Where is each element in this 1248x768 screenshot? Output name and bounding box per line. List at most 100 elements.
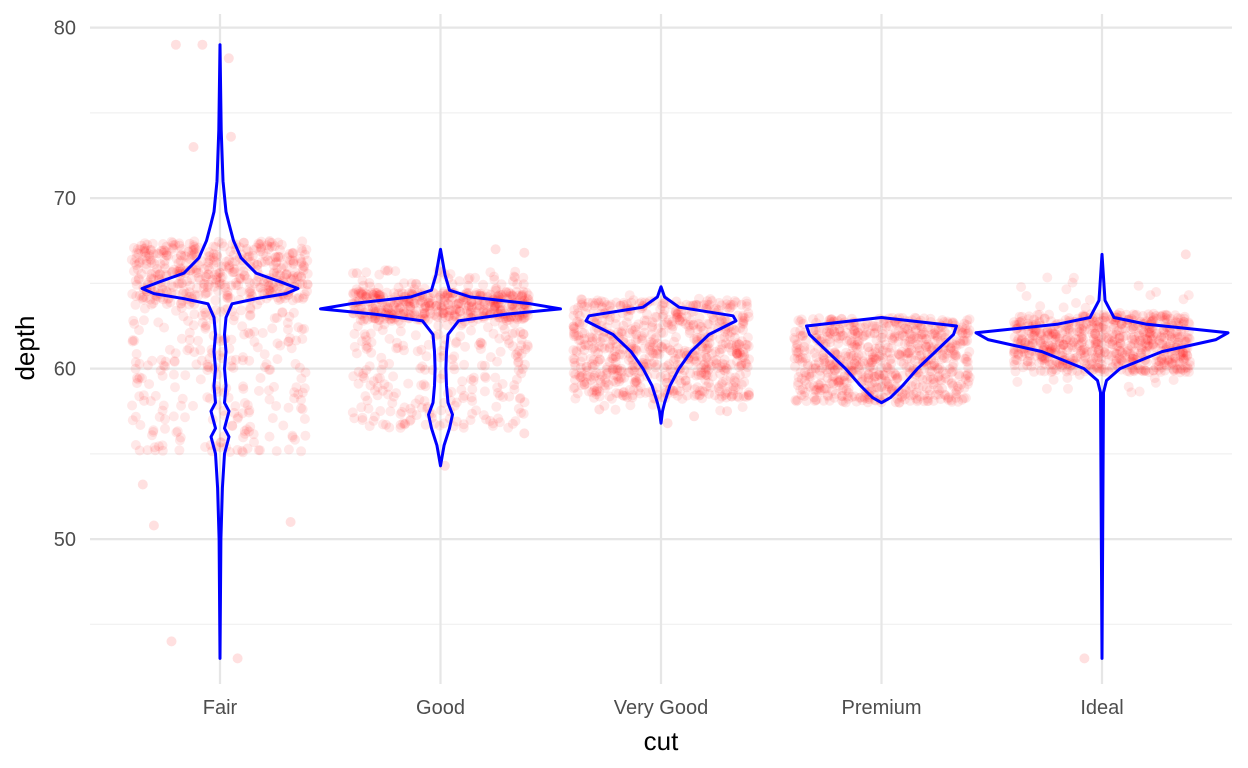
data-point [134, 257, 145, 268]
data-point [914, 345, 925, 356]
data-point [698, 325, 709, 336]
data-point [358, 315, 369, 326]
data-point [696, 362, 707, 373]
data-point [825, 337, 836, 348]
data-point [615, 300, 626, 311]
data-point [905, 339, 916, 350]
data-point [639, 315, 650, 326]
data-point [418, 379, 429, 390]
data-point [434, 420, 445, 431]
data-point [372, 373, 383, 384]
data-point [885, 355, 895, 365]
data-point [353, 288, 364, 299]
data-point [1156, 353, 1167, 364]
data-point [348, 289, 359, 300]
data-point [370, 291, 381, 301]
data-point [1175, 351, 1186, 361]
data-point [1016, 316, 1027, 326]
data-point [267, 413, 278, 424]
data-point [1183, 333, 1194, 343]
data-point [384, 358, 395, 369]
data-point [960, 374, 971, 385]
data-point [360, 391, 371, 402]
data-point [1035, 365, 1046, 376]
data-point [353, 366, 364, 377]
data-point [154, 412, 165, 422]
data-point [958, 393, 969, 404]
data-point [672, 385, 682, 396]
data-point [883, 317, 893, 328]
data-point [897, 330, 908, 341]
data-point [957, 322, 968, 333]
data-point [424, 297, 434, 308]
data-point [1084, 294, 1095, 305]
data-point [870, 377, 881, 387]
data-point [694, 312, 705, 323]
data-point [370, 385, 380, 396]
data-point [485, 415, 496, 426]
data-point [889, 368, 900, 379]
data-point [375, 406, 386, 416]
data-point [1145, 311, 1156, 322]
data-point [610, 319, 621, 329]
y-tick-label: 50 [54, 529, 76, 551]
data-point [150, 390, 161, 401]
data-point [518, 329, 529, 340]
data-point [405, 303, 416, 314]
data-point [152, 283, 163, 294]
data-point [1133, 328, 1144, 339]
data-point [480, 372, 491, 383]
data-point [817, 362, 828, 373]
data-point [176, 302, 187, 313]
data-point [1085, 359, 1096, 370]
data-point [702, 352, 713, 363]
data-point [568, 321, 579, 332]
data-point [1177, 347, 1188, 358]
data-point [674, 375, 685, 386]
data-point [579, 379, 590, 390]
data-point [721, 363, 731, 373]
data-point [1044, 340, 1055, 351]
data-point [135, 420, 146, 430]
data-point [885, 347, 895, 358]
data-point [869, 372, 880, 382]
data-point [1175, 364, 1186, 375]
data-point [694, 385, 705, 396]
data-point [509, 384, 520, 395]
data-point [191, 267, 202, 278]
data-point [1012, 376, 1023, 387]
data-point [1037, 352, 1048, 363]
data-point [129, 335, 140, 346]
data-point [595, 368, 606, 379]
data-point [1050, 344, 1061, 355]
data-point [400, 418, 411, 429]
data-point [941, 368, 951, 379]
data-point [193, 335, 203, 346]
data-point [688, 320, 699, 331]
data-point [859, 358, 870, 369]
data-point [855, 322, 866, 333]
data-point [1125, 340, 1136, 351]
data-point [1111, 329, 1122, 340]
data-point [604, 343, 615, 354]
data-point [1050, 342, 1061, 353]
data-point [587, 343, 598, 354]
data-point [1035, 337, 1046, 347]
data-point [208, 259, 219, 270]
data-point [466, 297, 477, 307]
data-point [404, 298, 415, 308]
data-point [202, 282, 213, 293]
data-point [361, 335, 372, 346]
data-point [442, 307, 453, 318]
data-point [182, 276, 192, 287]
data-point [1120, 350, 1130, 361]
data-point [439, 300, 450, 311]
data-point [930, 330, 941, 340]
data-point [1079, 351, 1090, 362]
data-point [361, 267, 372, 278]
data-point [439, 290, 450, 301]
data-point [133, 274, 144, 285]
data-point [612, 371, 623, 382]
data-point [512, 348, 523, 359]
